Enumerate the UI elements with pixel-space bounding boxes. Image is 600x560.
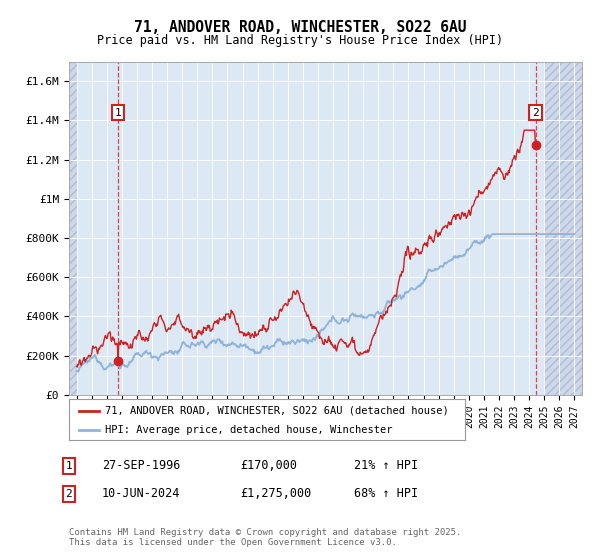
Text: £1,275,000: £1,275,000 [240, 487, 311, 501]
Bar [544, 62, 582, 395]
Text: 2: 2 [532, 108, 539, 118]
Text: 71, ANDOVER ROAD, WINCHESTER, SO22 6AU: 71, ANDOVER ROAD, WINCHESTER, SO22 6AU [134, 20, 466, 35]
Text: Contains HM Land Registry data © Crown copyright and database right 2025.
This d: Contains HM Land Registry data © Crown c… [69, 528, 461, 547]
Text: 27-SEP-1996: 27-SEP-1996 [102, 459, 181, 473]
Text: 68% ↑ HPI: 68% ↑ HPI [354, 487, 418, 501]
Text: 71, ANDOVER ROAD, WINCHESTER, SO22 6AU (detached house): 71, ANDOVER ROAD, WINCHESTER, SO22 6AU (… [104, 405, 448, 416]
Text: £170,000: £170,000 [240, 459, 297, 473]
Bar [69, 62, 77, 395]
Text: 2: 2 [65, 489, 73, 499]
Text: Price paid vs. HM Land Registry's House Price Index (HPI): Price paid vs. HM Land Registry's House … [97, 34, 503, 46]
Text: HPI: Average price, detached house, Winchester: HPI: Average price, detached house, Winc… [104, 424, 392, 435]
Text: 1: 1 [65, 461, 73, 471]
Text: 1: 1 [115, 108, 121, 118]
Text: 10-JUN-2024: 10-JUN-2024 [102, 487, 181, 501]
Text: 21% ↑ HPI: 21% ↑ HPI [354, 459, 418, 473]
